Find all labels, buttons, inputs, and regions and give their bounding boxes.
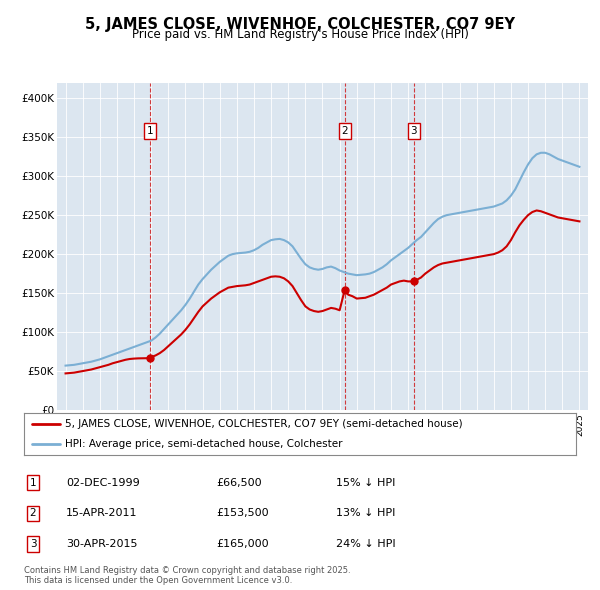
Text: 15-APR-2011: 15-APR-2011: [66, 509, 137, 518]
Text: 5, JAMES CLOSE, WIVENHOE, COLCHESTER, CO7 9EY (semi-detached house): 5, JAMES CLOSE, WIVENHOE, COLCHESTER, CO…: [65, 419, 463, 430]
Text: 3: 3: [29, 539, 37, 549]
Text: 2: 2: [29, 509, 37, 518]
Text: 5, JAMES CLOSE, WIVENHOE, COLCHESTER, CO7 9EY: 5, JAMES CLOSE, WIVENHOE, COLCHESTER, CO…: [85, 17, 515, 31]
Text: £153,500: £153,500: [216, 509, 269, 518]
Text: 15% ↓ HPI: 15% ↓ HPI: [336, 478, 395, 487]
Text: HPI: Average price, semi-detached house, Colchester: HPI: Average price, semi-detached house,…: [65, 439, 343, 449]
Text: 02-DEC-1999: 02-DEC-1999: [66, 478, 140, 487]
Text: £165,000: £165,000: [216, 539, 269, 549]
Text: 30-APR-2015: 30-APR-2015: [66, 539, 137, 549]
Text: Contains HM Land Registry data © Crown copyright and database right 2025.
This d: Contains HM Land Registry data © Crown c…: [24, 566, 350, 585]
Text: 1: 1: [146, 126, 153, 136]
Text: 3: 3: [410, 126, 417, 136]
Text: 13% ↓ HPI: 13% ↓ HPI: [336, 509, 395, 518]
Text: 24% ↓ HPI: 24% ↓ HPI: [336, 539, 395, 549]
Text: 1: 1: [29, 478, 37, 487]
Text: £66,500: £66,500: [216, 478, 262, 487]
Text: Price paid vs. HM Land Registry's House Price Index (HPI): Price paid vs. HM Land Registry's House …: [131, 28, 469, 41]
Text: 2: 2: [341, 126, 348, 136]
